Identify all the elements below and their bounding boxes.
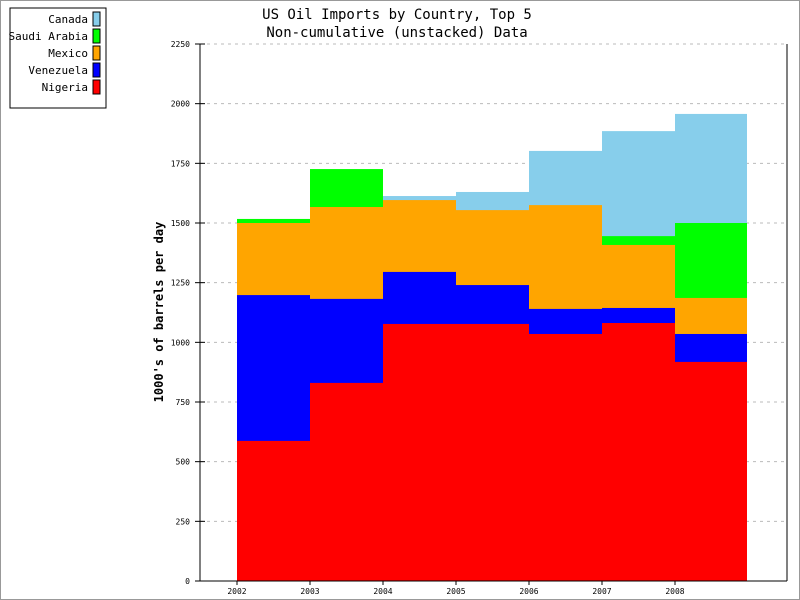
legend-swatch	[92, 45, 101, 61]
y-tick-label: 0	[185, 577, 190, 586]
y-tick-label: 1750	[171, 159, 190, 168]
legend-label: Nigeria	[42, 81, 88, 94]
legend-swatch	[92, 62, 101, 78]
x-tick-label: 2005	[446, 587, 465, 596]
x-tick-label: 2008	[665, 587, 684, 596]
legend-swatch	[92, 79, 101, 95]
area-step-nigeria-2002	[237, 440, 310, 581]
x-tick-label: 2007	[592, 587, 611, 596]
x-tick-label: 2006	[519, 587, 538, 596]
area-step-nigeria-2008	[675, 361, 747, 581]
y-tick-label: 250	[176, 517, 191, 526]
chart-subtitle: Non-cumulative (unstacked) Data	[266, 25, 527, 41]
legend-label: Venezuela	[28, 64, 88, 77]
area-step-nigeria-2004	[383, 323, 456, 581]
chart-title: US Oil Imports by Country, Top 5	[262, 7, 532, 23]
y-tick-label: 2000	[171, 100, 190, 109]
x-tick-label: 2003	[300, 587, 319, 596]
x-tick-label: 2002	[227, 587, 246, 596]
area-step-nigeria-2003	[310, 382, 383, 581]
area-step-nigeria-2006	[529, 333, 602, 581]
y-tick-label: 2250	[171, 40, 190, 49]
legend-swatch	[92, 11, 101, 27]
y-tick-label: 1250	[171, 279, 190, 288]
y-tick-label: 1000	[171, 338, 190, 347]
y-tick-label: 750	[176, 398, 191, 407]
area-step-nigeria-2005	[456, 323, 529, 581]
legend-label: Saudi Arabia	[9, 30, 88, 43]
area-step-nigeria-2007	[602, 323, 675, 581]
y-tick-label: 1500	[171, 219, 190, 228]
y-tick-label: 500	[176, 458, 191, 467]
legend-label: Canada	[48, 13, 88, 26]
y-axis-label: 1000's of barrels per day	[152, 222, 166, 403]
legend-label: Mexico	[48, 47, 88, 60]
x-tick-label: 2004	[373, 587, 392, 596]
legend-swatch	[92, 28, 101, 44]
legend-box	[9, 7, 107, 109]
